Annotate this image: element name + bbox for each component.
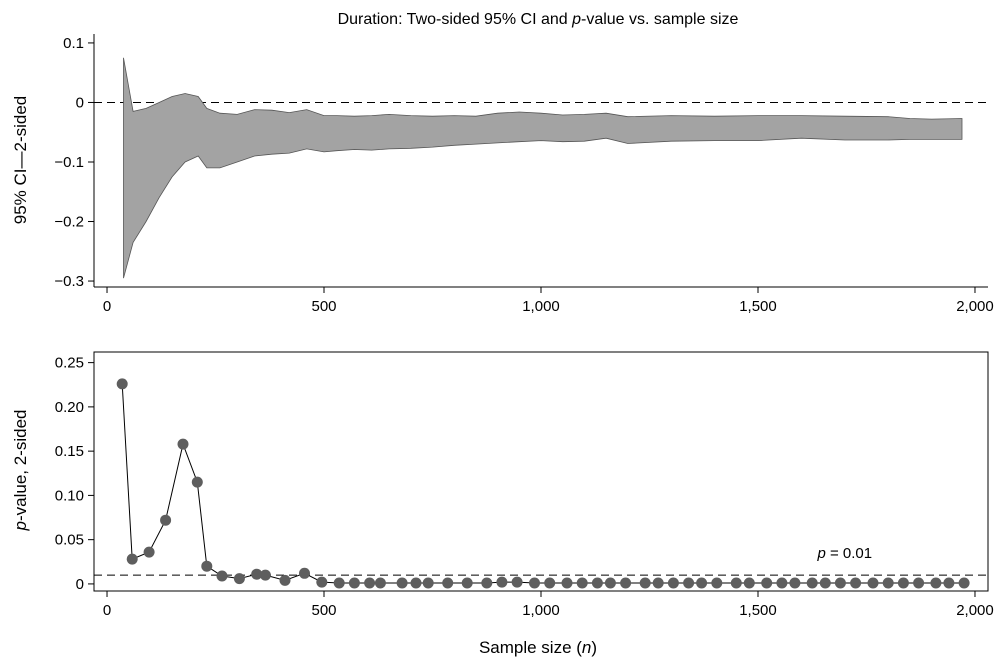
p-value-point xyxy=(561,577,573,589)
p-value-point xyxy=(396,577,408,589)
p-value-point xyxy=(730,577,742,589)
p-value-point xyxy=(201,560,213,572)
p-y-ticks: 0 0.05 0.10 0.15 0.20 0.25 xyxy=(55,355,94,593)
p-value-point xyxy=(160,514,172,526)
p-value-point xyxy=(850,577,862,589)
p-value-point xyxy=(544,577,556,589)
p-value-point xyxy=(819,577,831,589)
p-value-point xyxy=(683,577,695,589)
ci-y-axis-title: 95% CI—2-sided xyxy=(11,96,30,225)
p-value-point xyxy=(216,570,228,582)
p-value-point xyxy=(620,577,632,589)
ci-x-tick-label: 0 xyxy=(103,298,111,315)
ci-panel: 0.1 0 −0.1 −0.2 −0.3 0 500 1,000 1,500 2,000 95%… xyxy=(11,34,994,315)
p-y-tick-label: 0.20 xyxy=(55,399,84,416)
p-x-ticks: 0 500 1,000 1,500 2,000 xyxy=(103,591,994,619)
p-value-point xyxy=(299,567,310,579)
p-value-point xyxy=(481,577,493,589)
ci-y-tick-label: −0.1 xyxy=(54,154,84,171)
ci-x-tick-label: 2,000 xyxy=(956,298,994,315)
p-value-point xyxy=(259,569,271,581)
p-y-tick-label: 0.05 xyxy=(55,532,84,549)
p-value-point xyxy=(576,577,588,589)
p-value-point xyxy=(591,577,603,589)
p-value-point xyxy=(191,476,203,488)
ci-y-tick-label: −0.3 xyxy=(54,273,84,290)
p-value-point xyxy=(867,577,879,589)
p-value-point xyxy=(529,577,540,589)
ci-y-tick-label: 0.1 xyxy=(63,35,84,52)
ci-x-tick-label: 500 xyxy=(311,298,336,315)
ci-y-tick-label: 0 xyxy=(76,94,84,111)
p-y-tick-label: 0.15 xyxy=(55,443,84,460)
p-value-panel: 0 0.05 0.10 0.15 0.20 0.25 0 500 1,000 1,500 2,00… xyxy=(11,351,994,657)
p-value-point xyxy=(604,577,616,589)
p-value-point xyxy=(143,546,155,558)
ci-x-tick-label: 1,500 xyxy=(739,298,777,315)
p-value-point xyxy=(806,577,818,589)
p-value-point xyxy=(913,577,925,589)
p-value-point xyxy=(882,577,894,589)
p-y-tick-label: 0.10 xyxy=(55,487,84,504)
p-x-tick-label: 0 xyxy=(103,602,111,619)
ci-x-ticks: 0 500 1,000 1,500 2,000 xyxy=(103,287,994,315)
p-value-point xyxy=(116,378,128,390)
chart-title: Duration: Two-sided 95% CI and p-value v… xyxy=(338,11,739,28)
p-value-point xyxy=(696,577,708,589)
p-value-point xyxy=(897,577,909,589)
p-value-point xyxy=(333,577,345,589)
p-x-tick-label: 500 xyxy=(311,602,336,619)
ci-y-ticks: 0.1 0 −0.1 −0.2 −0.3 xyxy=(54,35,94,290)
p-value-point xyxy=(461,577,473,589)
p-value-point xyxy=(834,577,846,589)
p-value-point xyxy=(639,577,651,589)
p-threshold-label: p = 0.01 xyxy=(816,545,872,562)
p-value-point xyxy=(511,576,523,588)
p-y-axis-title: p-value, 2-sided xyxy=(11,410,30,532)
p-value-point xyxy=(930,577,942,589)
p-value-point xyxy=(496,576,508,588)
p-value-point xyxy=(348,577,360,589)
p-y-tick-label: 0 xyxy=(76,576,84,593)
ci-y-tick-label: −0.2 xyxy=(54,214,84,231)
p-x-axis-title: Sample size (n) xyxy=(479,638,597,657)
p-value-point xyxy=(652,577,664,589)
p-value-point xyxy=(177,438,189,450)
p-value-point xyxy=(233,573,245,585)
ci-x-tick-label: 1,000 xyxy=(522,298,560,315)
p-x-tick-label: 1,000 xyxy=(522,602,560,619)
p-value-point xyxy=(442,577,454,589)
p-value-point xyxy=(364,577,376,589)
p-value-point xyxy=(789,577,801,589)
p-value-point xyxy=(410,577,422,589)
p-value-point xyxy=(251,568,263,580)
p-x-tick-label: 1,500 xyxy=(739,602,777,619)
p-value-point xyxy=(958,577,970,589)
p-value-point xyxy=(776,577,788,589)
p-value-point xyxy=(374,577,386,589)
p-value-point xyxy=(743,577,755,589)
p-x-tick-label: 2,000 xyxy=(956,602,994,619)
p-value-point xyxy=(316,576,328,588)
p-value-point xyxy=(943,577,955,589)
p-value-point xyxy=(667,577,679,589)
p-value-point xyxy=(422,577,434,589)
ci-band xyxy=(123,57,963,279)
p-value-point xyxy=(761,577,773,589)
p-value-point xyxy=(711,577,723,589)
p-value-points xyxy=(116,378,970,589)
p-value-point xyxy=(279,574,291,586)
p-y-tick-label: 0.25 xyxy=(55,355,84,372)
p-value-point xyxy=(126,553,138,565)
